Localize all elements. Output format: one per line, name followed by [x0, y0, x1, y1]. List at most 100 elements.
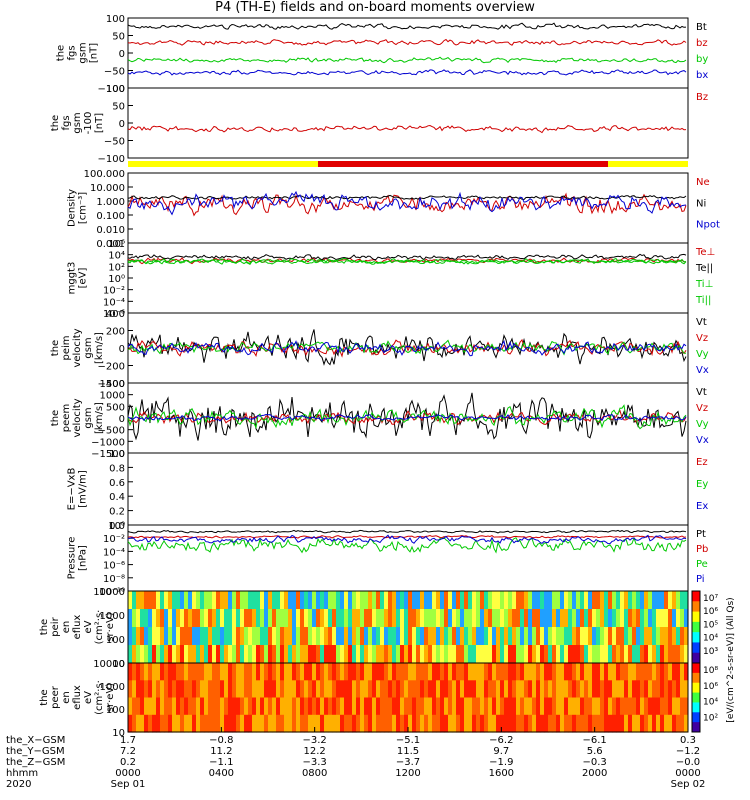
- heatmap-cell: [372, 591, 377, 610]
- heatmap-cell: [636, 645, 641, 664]
- heatmap-cell: [488, 714, 493, 733]
- heatmap-cell: [404, 697, 409, 716]
- y-tick-label: 0.0: [109, 521, 125, 532]
- heatmap-cell: [440, 609, 445, 628]
- heatmap-cell: [344, 714, 349, 733]
- heatmap-cell: [580, 663, 585, 681]
- colorbar-cell: [692, 692, 700, 703]
- heatmap-cell: [396, 609, 401, 628]
- heatmap-cell: [584, 609, 589, 628]
- heatmap-cell: [456, 680, 461, 699]
- panel-fgs_gsm: [127, 17, 689, 89]
- y-tick-label: −50: [104, 137, 125, 148]
- heatmap-cell: [464, 591, 469, 610]
- heatmap-cell: [252, 663, 257, 681]
- heatmap-cell: [404, 714, 409, 733]
- heatmap-cell: [220, 609, 225, 628]
- heatmap-cell: [300, 627, 305, 646]
- heatmap-cell: [296, 697, 301, 716]
- heatmap-cell: [524, 697, 529, 716]
- heatmap-cell: [632, 663, 637, 681]
- heatmap-cell: [300, 663, 305, 681]
- heatmap-cell: [536, 697, 541, 716]
- heatmap-cell: [368, 714, 373, 733]
- heatmap-cell: [568, 663, 573, 681]
- heatmap-cell: [388, 680, 393, 699]
- colorbar-tick-label: 10⁵: [703, 620, 718, 630]
- series-by: [127, 56, 687, 64]
- heatmap-cell: [528, 680, 533, 699]
- heatmap-cell: [248, 645, 253, 664]
- heatmap-cell: [592, 627, 597, 646]
- heatmap-cell: [436, 714, 441, 733]
- heatmap-cell: [664, 627, 669, 646]
- x-tick-label: 11.5: [397, 746, 419, 757]
- heatmap-cell: [556, 697, 561, 716]
- heatmap-cell: [452, 680, 457, 699]
- heatmap-cell: [272, 697, 277, 716]
- heatmap-cell: [636, 680, 641, 699]
- heatmap-cell: [684, 609, 689, 628]
- heatmap-cell: [420, 591, 425, 610]
- panel-frame: [127, 524, 689, 592]
- heatmap-cell: [680, 663, 685, 681]
- heatmap-cell: [612, 591, 617, 610]
- heatmap-cell: [216, 609, 221, 628]
- heatmap-cell: [260, 663, 265, 681]
- heatmap-cell: [220, 697, 225, 716]
- heatmap-cell: [152, 627, 157, 646]
- heatmap-cell: [428, 714, 433, 733]
- heatmap-cell: [336, 627, 341, 646]
- heatmap-cell: [244, 609, 249, 628]
- heatmap-cell: [372, 609, 377, 628]
- heatmap-cell: [520, 697, 525, 716]
- heatmap-cell: [300, 591, 305, 610]
- heatmap-cell: [284, 697, 289, 716]
- heatmap-cell: [432, 609, 437, 628]
- heatmap-cell: [396, 591, 401, 610]
- heatmap-cell: [368, 591, 373, 610]
- heatmap-cell: [624, 680, 629, 699]
- heatmap-cell: [164, 663, 169, 681]
- heatmap-cell: [312, 627, 317, 646]
- heatmap-cell: [396, 697, 401, 716]
- heatmap-cell: [508, 697, 513, 716]
- heatmap-cell: [468, 714, 473, 733]
- heatmap-cell: [140, 627, 145, 646]
- heatmap-cell: [600, 680, 605, 699]
- y-tick-label: 100: [106, 84, 125, 95]
- panel-efield: [127, 452, 689, 526]
- x-tick-label: 2000: [582, 768, 607, 779]
- heatmap-cell: [204, 663, 209, 681]
- heatmap-cell: [648, 714, 653, 733]
- heatmap-cell: [680, 680, 685, 699]
- heatmap-cell: [360, 663, 365, 681]
- legend-Pt: Pt: [696, 529, 706, 540]
- heatmap-cell: [352, 591, 357, 610]
- heatmap-cell: [408, 591, 413, 610]
- heatmap-cell: [196, 627, 201, 646]
- y-tick-label: 0.2: [109, 507, 125, 518]
- heatmap-cell: [548, 697, 553, 716]
- legend-Vy: Vy: [696, 419, 709, 430]
- heatmap-cell: [632, 627, 637, 646]
- heatmap-cell: [636, 627, 641, 646]
- heatmap-cell: [384, 645, 389, 664]
- heatmap-cell: [668, 697, 673, 716]
- heatmap-cell: [564, 591, 569, 610]
- heatmap-cell: [668, 627, 673, 646]
- y-tick-label: 50: [112, 102, 125, 113]
- heatmap-cell: [604, 680, 609, 699]
- heatmap-cell: [296, 663, 301, 681]
- heatmap-cell: [468, 591, 473, 610]
- heatmap-cell: [612, 645, 617, 664]
- y-axis-label: the: [50, 410, 61, 426]
- heatmap-cell: [440, 645, 445, 664]
- heatmap-cell: [472, 680, 477, 699]
- heatmap-cell: [584, 627, 589, 646]
- heatmap-cell: [388, 591, 393, 610]
- heatmap-cell: [364, 663, 369, 681]
- colorbar: [691, 662, 701, 733]
- heatmap-cell: [636, 609, 641, 628]
- heatmap-cell: [328, 645, 333, 664]
